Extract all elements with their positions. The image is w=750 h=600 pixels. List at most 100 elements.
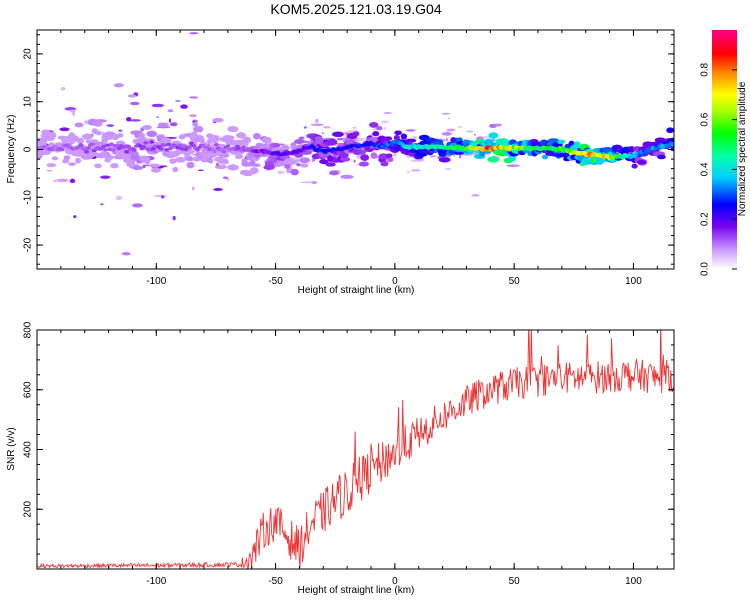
spectrogram-cell [225,144,231,148]
spectrogram-cell [393,135,400,141]
spectrogram-cell [429,155,437,158]
spectrogram-cell [76,137,85,144]
spectrogram-cell [227,125,239,133]
spectrogram-cell [298,157,311,164]
spectrogram-cell [315,118,319,123]
spectrogram-cell [131,203,143,208]
spectrogram-cell [105,143,111,147]
spectrogram-cell [131,148,137,152]
spectrogram-cell [329,170,340,176]
spectrogram-cell [74,157,82,164]
spectrogram-cell [142,125,152,131]
spectrogram-cell [53,179,57,183]
spectrogram-cell [212,117,224,123]
spectrogram-cell [238,148,244,153]
spectrogram-cell [444,168,452,170]
spectrogram-cell [236,132,247,139]
spectrogram-cell [547,138,560,143]
spectrogram-cell [261,136,272,144]
spectrogram-cell [191,186,195,191]
spectrogram-cell [169,158,177,164]
spectrogram-ylabel: Frequency (Hz) [6,115,17,184]
spectrogram-cell [122,144,128,149]
spectrogram-cell [108,142,114,146]
spectrogram-cell [148,163,161,168]
spectrogram-cell [78,143,84,147]
spectrogram-cell [360,154,370,161]
spectrogram-cell [86,151,99,156]
colorbar: 0.0 0.2 0.4 0.6 0.8 Normalized spectral ampl… [700,30,748,276]
spectrogram-cell [107,147,113,152]
spectrogram-cell [126,117,132,122]
spectrogram-cell [249,167,259,175]
spectrogram-cell [234,154,244,160]
spectrogram-cell [300,163,309,168]
spectrogram-cell [93,120,103,127]
spectrogram-cell [406,171,411,173]
spectrogram-cell [172,215,176,221]
spectrogram-cell [488,132,499,139]
spectrogram-cell [62,158,70,164]
spectrogram-cell [115,195,123,201]
spectrogram-cell [272,143,281,148]
spectrogram-cell [69,178,76,184]
spectrogram-cell [582,158,592,165]
spectrogram-cell [181,144,187,148]
spectrogram-cell [400,133,408,140]
spectrogram-cell [81,133,93,140]
spectrogram-cell [69,109,76,113]
snr-xtick-label: 100 [625,576,642,587]
spectrogram-cell [459,154,462,159]
spectrogram-cell [466,130,474,133]
spectrogram-cell [232,147,238,152]
spectrogram-cell [178,134,186,140]
spectrogram-cell [151,103,164,108]
spectrogram-xtick-label: 50 [509,276,521,287]
spectrogram-cell [169,122,178,127]
spectrogram-cell [447,117,450,120]
spectrogram-ytick-label: 20 [23,48,34,60]
spectrogram-cell [118,129,123,132]
spectrogram-cell [385,153,393,158]
colorbar-tick-label: 0.0 [700,262,711,276]
spectrogram-cell [205,157,214,163]
spectrogram-cell [368,121,379,128]
spectrogram-marks [37,32,674,256]
spectrogram-cell [457,126,463,128]
snr-series-line [37,330,674,569]
spectrogram-cell [141,145,147,149]
spectrogram-cell [372,131,380,137]
spectrogram-cell [189,114,197,118]
spectrogram-cell [179,147,185,151]
spectrogram-cell [410,169,421,172]
spectrogram-cell [327,155,334,162]
spectrogram-cell [657,154,666,160]
spectrogram-cell [40,150,52,155]
spectrogram-cell [352,126,357,129]
spectrogram-cell [352,131,360,137]
spectrogram-cell [631,163,638,169]
spectrogram-xtick-label: 0 [392,276,398,287]
spectrogram-cell [127,94,137,98]
spectrogram-xtick-label: 100 [625,276,642,287]
spectrogram-cell [103,147,109,152]
colorbar-tick-label: 0.2 [700,212,711,226]
spectrogram-cell [147,147,153,152]
spectrogram-cell [106,124,115,127]
spectrogram-cell [290,168,299,176]
spectrogram-cell [180,104,188,109]
spectrogram-ytick-label: 0 [23,146,34,152]
snr-xtick-label: -100 [146,576,166,587]
spectrogram-cell [130,154,141,161]
spectrogram-cell [130,130,143,135]
spectrogram-cell [276,159,287,167]
spectrogram-cell [637,160,647,165]
colorbar-tick-label: 0.4 [700,162,711,176]
spectrogram-cell [227,164,239,171]
spectrogram-cell [174,156,186,163]
spectrogram-cell [377,135,387,142]
spectrogram-cell [242,136,252,144]
spectrogram-cell [358,161,370,167]
spectrogram-xtick-label: -100 [146,276,166,287]
